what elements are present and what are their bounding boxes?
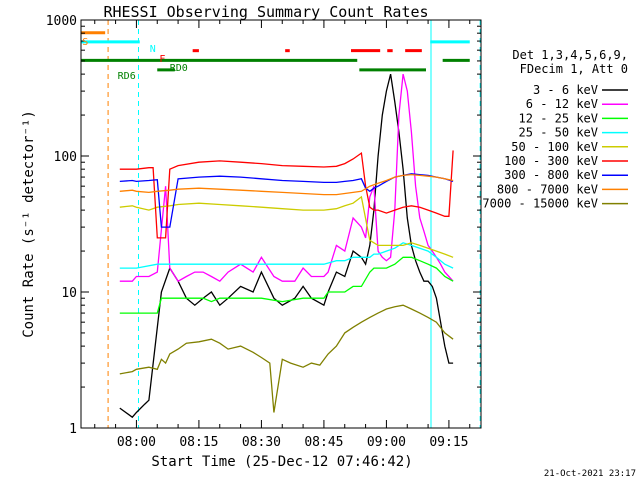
legend: Det 1,3,4,5,6,9,FDecim 1, Att 0 3 - 6 keV… [482,48,628,211]
y-tick-label: 10 [61,286,77,301]
annotation-n: N [150,44,156,55]
series-line-8 [119,304,454,413]
y-tick-label: 100 [54,150,77,165]
legend-label: 25 - 50 keV [519,126,598,140]
legend-label: 100 - 300 keV [504,154,598,168]
series-line-7 [119,173,454,196]
legend-header: Det 1,3,4,5,6,9, [512,48,628,62]
series-line-6 [119,173,454,228]
legend-label: 6 - 12 keV [526,97,598,111]
status-bars [81,31,470,72]
legend-label: 7000 - 15000 keV [482,197,598,211]
x-axis: 08:00 08:15 08:30 08:45 09:00 09:15 [94,20,471,450]
chart-title: RHESSI Observing Summary Count Rates [103,3,428,21]
legend-label: 3 - 6 keV [533,83,598,97]
x-tick-label: 09:00 [367,435,406,450]
x-tick-label: 08:30 [242,435,281,450]
y-axis-label: Count Rate (s⁻¹ detector⁻¹) [21,110,37,338]
annotation-rd6: RD6 [118,71,136,82]
plot-frame [80,19,482,429]
series-line-0 [119,73,454,419]
timestamp: 21-Oct-2021 23:17 [544,469,636,479]
annotation-rd0: RD0 [170,63,188,74]
legend-label: 300 - 800 keV [504,168,598,182]
x-axis-label: Start Time (25-Dec-12 07:46:42) [151,454,412,470]
y-tick-label: 1000 [46,14,77,29]
x-tick-label: 09:15 [429,435,468,450]
legend-label: 800 - 7000 keV [497,182,598,196]
series-line-5 [119,150,454,239]
x-tick-label: 08:00 [117,435,156,450]
series-line-3 [119,242,454,269]
series-line-2 [119,256,454,314]
y-tick-label: 1 [69,422,77,437]
data-series [119,73,454,419]
legend-label: 12 - 25 keV [519,111,598,125]
vertical-markers [107,20,481,428]
legend-header: FDecim 1, Att 0 [520,62,628,76]
y-axis: 1 10 100 1000 [46,14,481,437]
x-tick-label: 08:45 [304,435,343,450]
x-tick-label: 08:15 [179,435,218,450]
annotation-f: F [159,54,165,65]
annotation-s: S [82,37,88,48]
bar-annotations: S NF RD0 RD6 [82,37,188,82]
legend-label: 50 - 100 keV [511,140,598,154]
